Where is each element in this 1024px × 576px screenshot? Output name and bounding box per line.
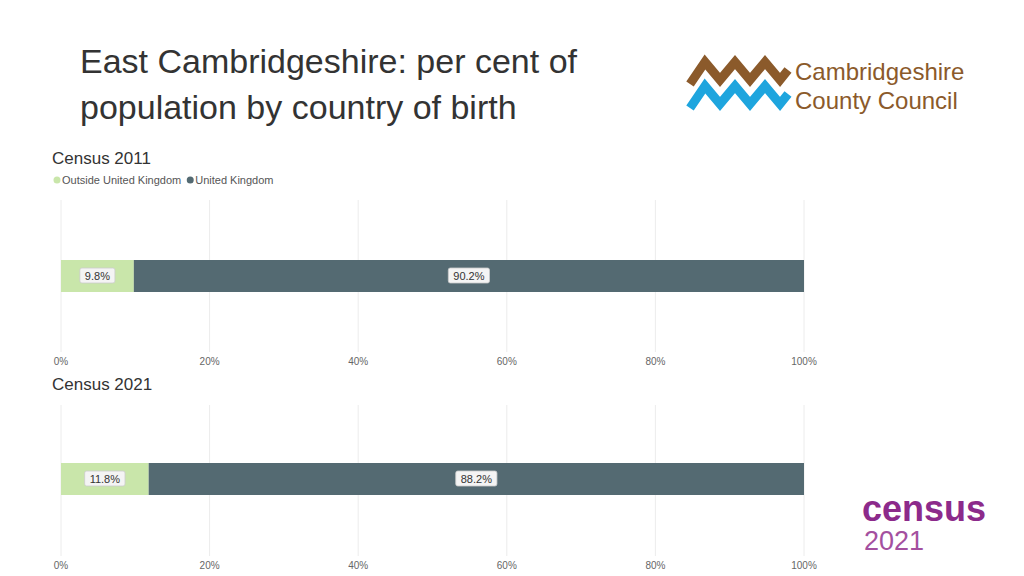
logo-zigzag-blue <box>690 86 788 108</box>
data-label-box <box>80 268 115 283</box>
data-label: 11.8% <box>90 473 121 485</box>
tick-label: 100% <box>791 356 817 367</box>
tick-label: 60% <box>497 560 517 571</box>
data-label: 9.8% <box>85 270 110 282</box>
legend-swatch <box>187 177 194 184</box>
bars <box>61 260 804 292</box>
tick-label: 0% <box>54 356 69 367</box>
chart: Census 2011 Outside United Kingdom United … <box>52 149 817 367</box>
legend-label: United Kingdom <box>195 174 273 186</box>
tick-label: 80% <box>645 560 665 571</box>
bar-segment <box>61 463 149 495</box>
census-badge: census2021 <box>862 488 986 556</box>
badge-text: 2021 <box>864 526 924 556</box>
data-label-box <box>85 471 125 486</box>
legend-label: Outside United Kingdom <box>62 174 181 186</box>
logo-text: Cambridgeshire <box>795 58 964 85</box>
tick-label: 0% <box>54 560 69 571</box>
data-label: 88.2% <box>461 473 492 485</box>
legend-item: Outside United Kingdom <box>54 174 182 186</box>
data-label-box <box>448 268 489 283</box>
data-labels: 11.8% 88.2% <box>85 471 497 486</box>
logo: CambridgeshireCounty Council <box>690 58 964 114</box>
chart-title: Census 2011 <box>52 149 151 168</box>
slide: CambridgeshireCounty Council census2021 Ce… <box>0 0 1024 576</box>
bars <box>61 463 804 495</box>
tick-label: 80% <box>645 356 665 367</box>
chart: Census 2021 0% 20% 40% 60% 80% 100% 11.8% 88.2% <box>52 375 817 571</box>
bar-segment <box>61 260 134 292</box>
bar-segment <box>134 260 804 292</box>
tick-label: 20% <box>200 560 220 571</box>
legend-item: United Kingdom <box>187 174 274 186</box>
logo-text: County Council <box>795 87 958 114</box>
tick-label: 60% <box>497 356 517 367</box>
bar-segment <box>149 463 804 495</box>
data-label: 90.2% <box>453 270 484 282</box>
data-label-box <box>456 471 497 486</box>
legend-swatch <box>54 177 61 184</box>
badge-text: census <box>862 488 986 529</box>
tick-label: 40% <box>348 560 368 571</box>
chart-title: Census 2021 <box>52 375 152 394</box>
data-labels: 9.8% 90.2% <box>80 268 490 283</box>
slide-title: East Cambridgeshire: per cent of populat… <box>80 38 680 130</box>
tick-label: 100% <box>791 560 817 571</box>
tick-label: 40% <box>348 356 368 367</box>
tick-label: 20% <box>200 356 220 367</box>
